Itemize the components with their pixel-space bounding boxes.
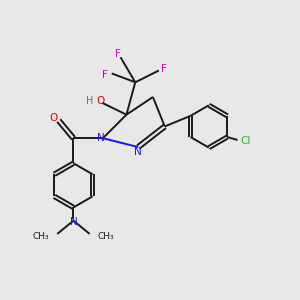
Text: F: F — [115, 49, 121, 59]
Text: Cl: Cl — [240, 136, 251, 146]
Text: CH₃: CH₃ — [98, 232, 114, 242]
Text: CH₃: CH₃ — [33, 232, 49, 242]
Text: N: N — [134, 147, 142, 158]
Text: N: N — [70, 217, 77, 227]
Text: O: O — [96, 96, 105, 106]
Text: F: F — [161, 64, 167, 74]
Text: H: H — [86, 96, 93, 106]
Text: N: N — [97, 133, 104, 142]
Text: O: O — [49, 113, 58, 123]
Text: F: F — [102, 70, 108, 80]
